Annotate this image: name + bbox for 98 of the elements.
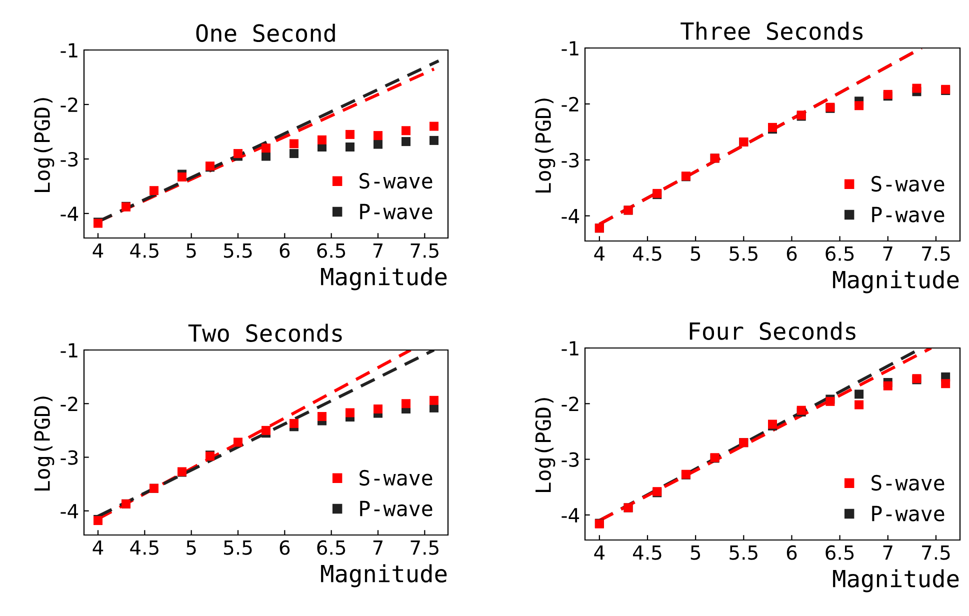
x-tick-label: 4.5 bbox=[632, 545, 662, 560]
y-tick-label: -1 bbox=[60, 43, 78, 58]
x-tick-label: 6.5 bbox=[826, 545, 854, 560]
chart-title: One Second bbox=[196, 24, 335, 42]
y-tick-label: -2 bbox=[60, 396, 78, 412]
point bbox=[346, 142, 354, 152]
x-axis-title: Magnitude bbox=[833, 270, 959, 294]
y-tick-label: -3 bbox=[60, 450, 78, 465]
y-axis-title: Log(PGD) bbox=[34, 396, 54, 490]
chart-title: Two Seconds bbox=[188, 324, 342, 342]
x-tick-label: 6 bbox=[280, 243, 290, 258]
x-tick-label: 4 bbox=[594, 545, 605, 560]
x-tick-label: 5 bbox=[186, 540, 196, 555]
point bbox=[262, 426, 270, 435]
x-tick-label: 6 bbox=[280, 540, 290, 555]
x-tick-label: 7.5 bbox=[922, 246, 950, 261]
point bbox=[178, 172, 186, 182]
point bbox=[318, 135, 326, 144]
x-tick-label: 5.5 bbox=[730, 545, 758, 560]
y-tick-label: -4 bbox=[60, 206, 78, 221]
x-tick-label: 4 bbox=[594, 246, 605, 261]
y-tick-label: -4 bbox=[562, 508, 580, 522]
point bbox=[262, 144, 270, 153]
chart-title: Three Seconds bbox=[680, 22, 863, 40]
point bbox=[346, 408, 354, 418]
x-tick-label: 5.5 bbox=[730, 246, 758, 261]
x-tick-label: 5 bbox=[690, 246, 700, 261]
y-tick-label: -4 bbox=[60, 504, 78, 518]
point bbox=[430, 136, 438, 145]
x-tick-label: 4.5 bbox=[632, 246, 662, 261]
point bbox=[883, 381, 892, 390]
legend-label: P-wave bbox=[872, 206, 944, 222]
legend-label: S-wave bbox=[872, 474, 944, 491]
point bbox=[150, 186, 158, 196]
y-tick-label: -3 bbox=[562, 152, 579, 168]
legend-label: P-wave bbox=[872, 506, 944, 522]
y-tick-label: -3 bbox=[60, 152, 78, 167]
point bbox=[854, 101, 864, 110]
x-tick-label: 4.5 bbox=[130, 540, 158, 555]
x-tick-label: 6.5 bbox=[317, 540, 346, 555]
x-tick-label: 6 bbox=[786, 246, 797, 261]
y-axis-title: Log(PGD) bbox=[534, 98, 556, 192]
x-tick-label: 5.5 bbox=[224, 540, 252, 555]
x-tick-label: 6.5 bbox=[826, 246, 854, 261]
point bbox=[941, 379, 950, 388]
point bbox=[402, 137, 410, 146]
y-tick-label: -2 bbox=[60, 97, 78, 112]
point bbox=[430, 396, 438, 405]
x-tick-label: 7 bbox=[883, 545, 892, 560]
y-tick-label: -4 bbox=[562, 209, 580, 224]
point bbox=[290, 418, 298, 428]
legend-label: S-wave bbox=[872, 176, 944, 192]
legend-label: P-wave bbox=[360, 204, 432, 220]
x-tick-label: 7 bbox=[883, 246, 892, 261]
x-tick-label: 6 bbox=[786, 545, 797, 560]
y-tick-label: -1 bbox=[562, 41, 578, 56]
x-axis-title: Magnitude bbox=[321, 267, 447, 290]
x-tick-label: 7.5 bbox=[922, 545, 950, 560]
y-axis-title: Log(PGD) bbox=[534, 398, 556, 492]
point bbox=[346, 130, 354, 139]
chart-title: Four Seconds bbox=[690, 322, 856, 340]
point bbox=[234, 149, 242, 158]
legend-label: S-wave bbox=[360, 470, 432, 486]
point bbox=[318, 412, 326, 421]
x-tick-label: 7 bbox=[373, 243, 383, 258]
point bbox=[854, 390, 864, 399]
point bbox=[234, 438, 242, 447]
y-tick-label: -2 bbox=[562, 96, 578, 112]
x-tick-label: 5.5 bbox=[224, 243, 252, 258]
point bbox=[262, 152, 270, 161]
y-tick-label: -2 bbox=[562, 396, 578, 412]
point bbox=[912, 84, 922, 93]
legend-label: P-wave bbox=[360, 500, 432, 516]
point bbox=[402, 399, 410, 408]
point bbox=[854, 400, 864, 410]
point bbox=[374, 404, 382, 414]
x-axis-title: Magnitude bbox=[321, 564, 447, 588]
point bbox=[374, 131, 382, 140]
x-tick-label: 5 bbox=[690, 545, 700, 560]
x-tick-label: 7.5 bbox=[410, 243, 438, 258]
point bbox=[430, 122, 438, 131]
point bbox=[290, 149, 298, 158]
y-tick-label: -1 bbox=[562, 341, 578, 356]
y-axis-title: Log(PGD) bbox=[34, 98, 54, 192]
point bbox=[290, 139, 298, 148]
y-tick-label: -3 bbox=[562, 452, 579, 467]
point bbox=[402, 126, 410, 136]
x-tick-label: 7 bbox=[373, 540, 383, 555]
x-tick-label: 7.5 bbox=[410, 540, 438, 555]
x-tick-label: 5 bbox=[186, 243, 196, 258]
y-tick-label: -1 bbox=[60, 343, 78, 358]
x-tick-label: 4 bbox=[92, 243, 104, 258]
x-tick-label: 6.5 bbox=[317, 243, 346, 258]
x-tick-label: 4.5 bbox=[130, 243, 158, 258]
point bbox=[374, 140, 382, 149]
legend-label: S-wave bbox=[360, 172, 432, 189]
x-axis-title: Magnitude bbox=[833, 569, 959, 592]
x-tick-label: 4 bbox=[92, 540, 104, 555]
